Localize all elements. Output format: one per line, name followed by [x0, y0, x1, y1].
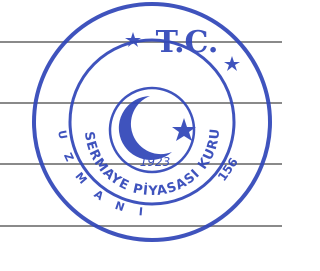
stamp-image: T.C. SERMAYE PİYASASI KURULU U Z M A N I…	[0, 0, 282, 271]
stamp-top-text: T.C.	[156, 25, 219, 60]
page: T.C. SERMAYE PİYASASI KURULU U Z M A N I…	[0, 0, 320, 271]
stamp-year: 1923	[140, 155, 171, 169]
